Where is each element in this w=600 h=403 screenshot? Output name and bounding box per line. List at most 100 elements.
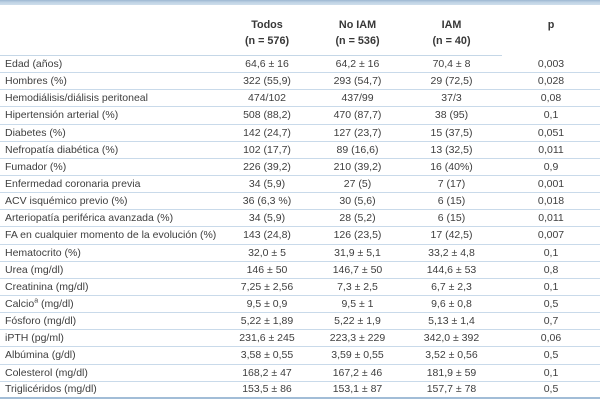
cell-p: 0,001: [502, 175, 600, 194]
row-label: Hombres (%): [0, 72, 220, 91]
cell-iam: 6 (15): [401, 192, 502, 211]
cell-p: 0,051: [502, 124, 600, 142]
cell-no-iam: 167,2 ± 46: [314, 364, 401, 382]
cell-p: 0,08: [502, 89, 600, 108]
table-row: FA en cualquier momento de la evolución …: [0, 226, 600, 245]
cell-p: 0,003: [502, 55, 600, 74]
row-label: Creatinina (mg/dl): [0, 278, 220, 296]
cell-p: 0,011: [502, 209, 600, 228]
header-no-iam-n: (n = 536): [314, 33, 401, 56]
cell-todos: 226 (39,2): [220, 158, 314, 176]
row-label: Calcioa (mg/dl): [0, 295, 220, 314]
cell-p: 0,5: [502, 346, 600, 365]
row-label: Arteriopatía periférica avanzada (%): [0, 209, 220, 228]
cell-todos: 5,22 ± 1,89: [220, 312, 314, 331]
cell-todos: 64,6 ± 16: [220, 55, 314, 74]
table-row: iPTH (pg/ml) 231,6 ± 245 223,3 ± 229 342,0 …: [0, 329, 600, 348]
cell-p: 0,8: [502, 261, 600, 279]
cell-todos: 9,5 ± 0,9: [220, 295, 314, 314]
cell-iam: 7 (17): [401, 175, 502, 194]
clinical-comparison-table: Todos No IAM IAM p (n = 576) (n = 536) (…: [0, 5, 600, 400]
table-body: Edad (años) 64,6 ± 16 64,2 ± 16 70,4 ± 8 0,0…: [0, 55, 600, 400]
cell-todos: 3,58 ± 0,55: [220, 346, 314, 365]
cell-iam: 33,2 ± 4,8: [401, 244, 502, 262]
table-row: Arteriopatía periférica avanzada (%) 34 (…: [0, 209, 600, 228]
table-row: Hombres (%) 322 (55,9) 293 (54,7) 29 (72,5)…: [0, 72, 600, 91]
cell-no-iam: 127 (23,7): [314, 124, 401, 142]
cell-no-iam: 31,9 ± 5,1: [314, 244, 401, 262]
table-row: Fumador (%) 226 (39,2) 210 (39,2) 16 (40%) 0…: [0, 158, 600, 176]
table-row: Creatinina (mg/dl) 7,25 ± 2,56 7,3 ± 2,5 6,…: [0, 278, 600, 296]
table-row: Edad (años) 64,6 ± 16 64,2 ± 16 70,4 ± 8 0,0…: [0, 55, 600, 74]
cell-iam: 157,7 ± 78: [401, 381, 502, 400]
cell-iam: 38 (95): [401, 106, 502, 125]
cell-no-iam: 3,59 ± 0,55: [314, 346, 401, 365]
cell-no-iam: 153,1 ± 87: [314, 381, 401, 400]
cell-todos: 322 (55,9): [220, 72, 314, 91]
row-label: Fumador (%): [0, 158, 220, 176]
cell-iam: 3,52 ± 0,56: [401, 346, 502, 365]
cell-no-iam: 30 (5,6): [314, 192, 401, 211]
row-label: Enfermedad coronaria previa: [0, 175, 220, 194]
header-p: p: [547, 19, 555, 31]
cell-iam: 15 (37,5): [401, 124, 502, 142]
cell-no-iam: 470 (87,7): [314, 106, 401, 125]
cell-p: 0,1: [502, 244, 600, 262]
cell-no-iam: 89 (16,6): [314, 141, 401, 159]
table-top-rule: [0, 0, 600, 5]
row-label: Colesterol (mg/dl): [0, 364, 220, 382]
cell-iam: 342,0 ± 392: [401, 329, 502, 348]
cell-iam: 6,7 ± 2,3: [401, 278, 502, 296]
cell-p: 0,007: [502, 226, 600, 245]
cell-todos: 7,25 ± 2,56: [220, 278, 314, 296]
cell-iam: 70,4 ± 8: [401, 55, 502, 74]
cell-iam: 9,6 ± 0,8: [401, 295, 502, 314]
cell-p: 0,1: [502, 106, 600, 125]
cell-todos: 143 (24,8): [220, 226, 314, 245]
row-label: FA en cualquier momento de la evolución …: [0, 226, 220, 245]
cell-todos: 34 (5,9): [220, 209, 314, 228]
footnote-marker: a: [34, 297, 39, 305]
cell-no-iam: 28 (5,2): [314, 209, 401, 228]
table-header: Todos No IAM IAM p (n = 576) (n = 536) (…: [0, 5, 600, 56]
cell-todos: 231,6 ± 245: [220, 329, 314, 348]
header-iam: IAM: [441, 19, 462, 31]
cell-no-iam: 64,2 ± 16: [314, 55, 401, 74]
row-label: Hipertensión arterial (%): [0, 106, 220, 125]
cell-p: 0,018: [502, 192, 600, 211]
cell-p: 0,1: [502, 364, 600, 382]
cell-p: 0,011: [502, 141, 600, 159]
cell-no-iam: 210 (39,2): [314, 158, 401, 176]
cell-iam: 13 (32,5): [401, 141, 502, 159]
table-row: ACV isquémico previo (%) 36 (6,3 %) 30 (5,…: [0, 192, 600, 211]
cell-no-iam: 223,3 ± 229: [314, 329, 401, 348]
row-label: Hematocrito (%): [0, 244, 220, 262]
cell-p: 0,5: [502, 381, 600, 400]
row-label: Urea (mg/dl): [0, 261, 220, 279]
row-label: Albúmina (g/dl): [0, 346, 220, 365]
table-row: Albúmina (g/dl) 3,58 ± 0,55 3,59 ± 0,55 3,5…: [0, 346, 600, 365]
header-todos-n: (n = 576): [220, 33, 314, 56]
cell-iam: 17 (42,5): [401, 226, 502, 245]
header-no-iam: No IAM: [338, 19, 377, 31]
table-row: Urea (mg/dl) 146 ± 50 146,7 ± 50 144,6 ± 53…: [0, 261, 600, 279]
cell-todos: 168,2 ± 47: [220, 364, 314, 382]
table-row: Fósforo (mg/dl) 5,22 ± 1,89 5,22 ± 1,9 5,13…: [0, 312, 600, 331]
cell-no-iam: 146,7 ± 50: [314, 261, 401, 279]
table-row: Triglicéridos (mg/dl) 153,5 ± 86 153,1 ± 8…: [0, 381, 600, 400]
cell-p: 0,1: [502, 278, 600, 296]
row-label: ACV isquémico previo (%): [0, 192, 220, 211]
row-label: Hemodiálisis/diálisis peritoneal: [0, 89, 220, 108]
header-label-col-sub: [0, 33, 220, 56]
row-label: Edad (años): [0, 55, 220, 74]
cell-iam: 144,6 ± 53: [401, 261, 502, 279]
row-label: Fósforo (mg/dl): [0, 312, 220, 331]
cell-no-iam: 437/99: [314, 89, 401, 108]
row-label: Triglicéridos (mg/dl): [0, 381, 220, 400]
cell-p: 0,06: [502, 329, 600, 348]
cell-p: 0,7: [502, 312, 600, 331]
header-label-col: [0, 5, 220, 33]
cell-todos: 153,5 ± 86: [220, 381, 314, 400]
table-row: Colesterol (mg/dl) 168,2 ± 47 167,2 ± 46 18…: [0, 364, 600, 382]
